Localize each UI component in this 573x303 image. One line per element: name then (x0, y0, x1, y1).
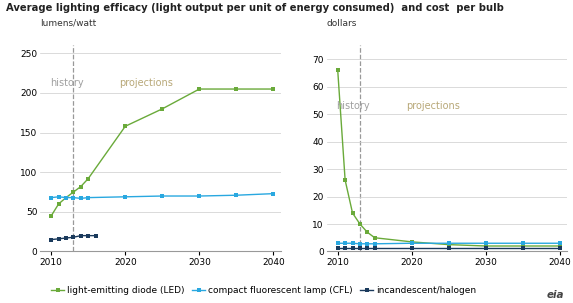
Text: projections: projections (120, 78, 174, 88)
Text: projections: projections (406, 101, 460, 111)
Legend: light-emitting diode (LED), compact fluorescent lamp (CFL), incandescent/halogen: light-emitting diode (LED), compact fluo… (47, 282, 480, 298)
Text: dollars: dollars (327, 19, 357, 28)
Text: history: history (50, 78, 83, 88)
Text: eia: eia (547, 290, 564, 300)
Text: Average lighting efficacy (light output per unit of energy consumed)  and cost  : Average lighting efficacy (light output … (6, 3, 504, 13)
Text: history: history (336, 101, 370, 111)
Text: lumens/watt: lumens/watt (40, 19, 96, 28)
